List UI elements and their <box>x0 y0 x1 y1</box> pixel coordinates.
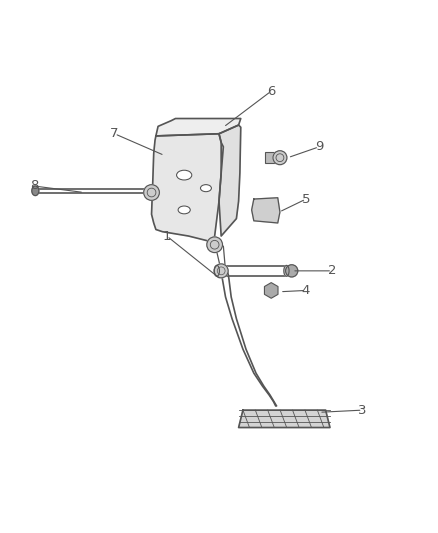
Ellipse shape <box>32 186 39 196</box>
Text: 2: 2 <box>328 264 336 277</box>
Text: 1: 1 <box>162 230 171 243</box>
Polygon shape <box>152 134 223 243</box>
Text: 8: 8 <box>30 180 38 192</box>
Text: 9: 9 <box>315 140 323 154</box>
Ellipse shape <box>178 206 190 214</box>
Text: 6: 6 <box>267 85 276 98</box>
Circle shape <box>144 184 159 200</box>
Polygon shape <box>239 410 330 427</box>
FancyBboxPatch shape <box>265 152 276 163</box>
Ellipse shape <box>177 170 192 180</box>
Text: 3: 3 <box>358 403 367 417</box>
Circle shape <box>286 265 298 277</box>
Ellipse shape <box>201 184 212 192</box>
Polygon shape <box>252 198 280 223</box>
Circle shape <box>273 151 287 165</box>
Polygon shape <box>219 125 241 236</box>
Polygon shape <box>265 282 278 298</box>
Text: 4: 4 <box>302 284 310 297</box>
Circle shape <box>214 264 228 278</box>
Text: 5: 5 <box>302 192 310 206</box>
Text: 7: 7 <box>110 127 119 140</box>
Ellipse shape <box>214 265 219 276</box>
Circle shape <box>207 237 223 253</box>
Polygon shape <box>156 118 241 136</box>
Ellipse shape <box>284 265 289 276</box>
